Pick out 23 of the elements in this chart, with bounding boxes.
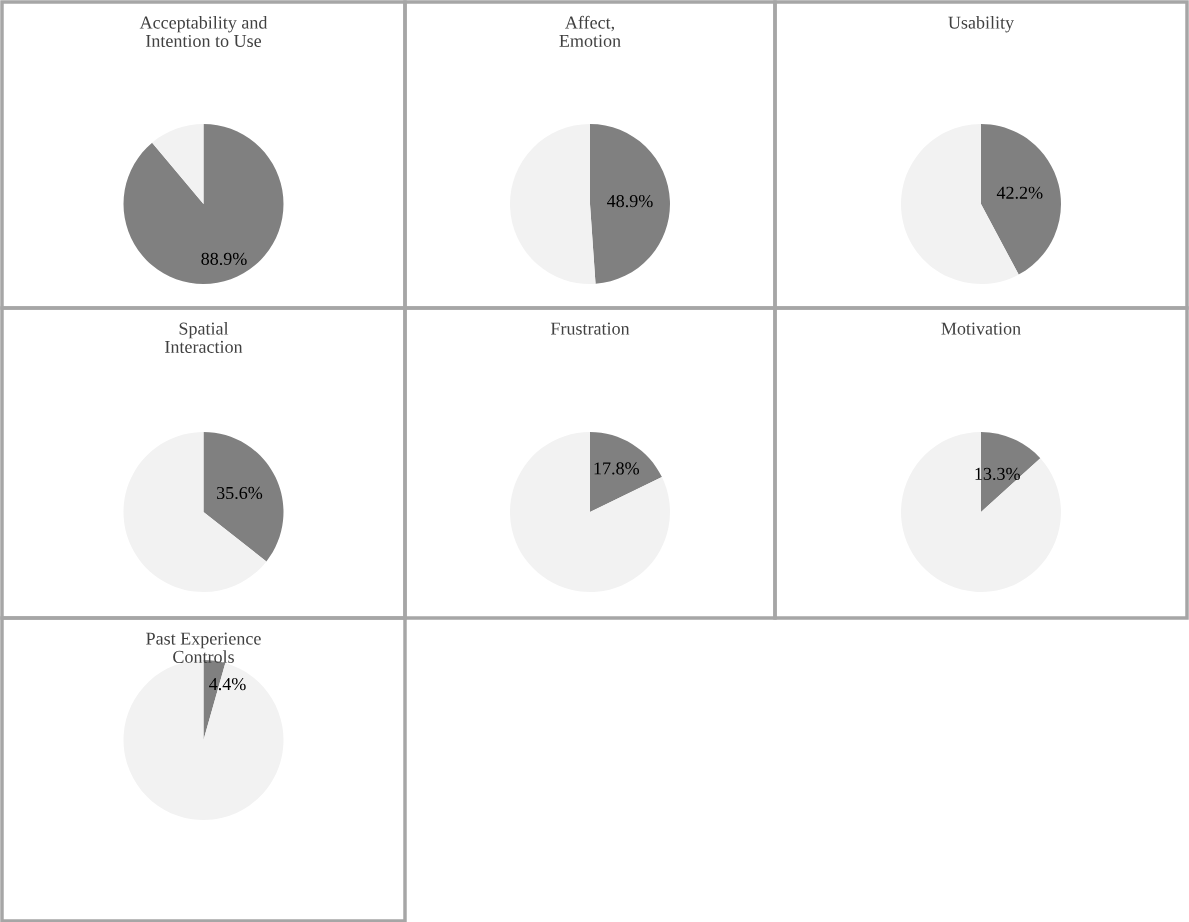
pie-slice	[123, 432, 267, 592]
pie-slice	[590, 124, 670, 284]
data-label: 35.6%	[217, 486, 263, 500]
data-label: 17.8%	[594, 462, 640, 475]
chart-title: Frustration	[550, 322, 630, 335]
pie-slice	[981, 124, 1061, 275]
chart-title: Affect, Emotion	[559, 15, 621, 47]
chart-title: Motivation	[941, 322, 1021, 335]
pie-slice	[203, 432, 284, 562]
chart-title: Usability	[948, 16, 1015, 33]
data-label: 42.2%	[996, 186, 1043, 199]
chart-title: Acceptability and Intention to Use	[139, 16, 268, 48]
pie-slice	[510, 124, 596, 284]
pie-slice	[901, 432, 1061, 592]
pie-slice	[152, 124, 204, 204]
data-label: 88.9%	[201, 252, 247, 265]
data-label: 4.4%	[209, 677, 246, 691]
pie-slice	[123, 124, 284, 284]
pie-slice	[590, 432, 662, 512]
pie-slice	[510, 432, 670, 592]
chart-title: Spatial Interaction	[165, 322, 243, 353]
data-label: 48.9%	[607, 194, 653, 208]
chart-title: Past Experience Controls	[146, 632, 261, 663]
